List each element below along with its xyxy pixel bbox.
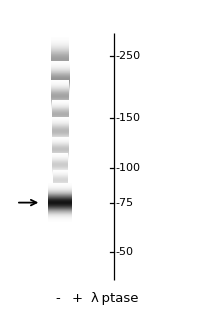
Text: -250: -250 xyxy=(115,51,140,61)
Text: +: + xyxy=(72,292,82,305)
Text: -150: -150 xyxy=(115,113,140,123)
Text: λ ptase: λ ptase xyxy=(91,292,138,305)
Text: -: - xyxy=(55,292,59,305)
Text: -50: -50 xyxy=(115,247,133,257)
Text: -75: -75 xyxy=(115,198,133,208)
Text: -100: -100 xyxy=(115,163,140,173)
